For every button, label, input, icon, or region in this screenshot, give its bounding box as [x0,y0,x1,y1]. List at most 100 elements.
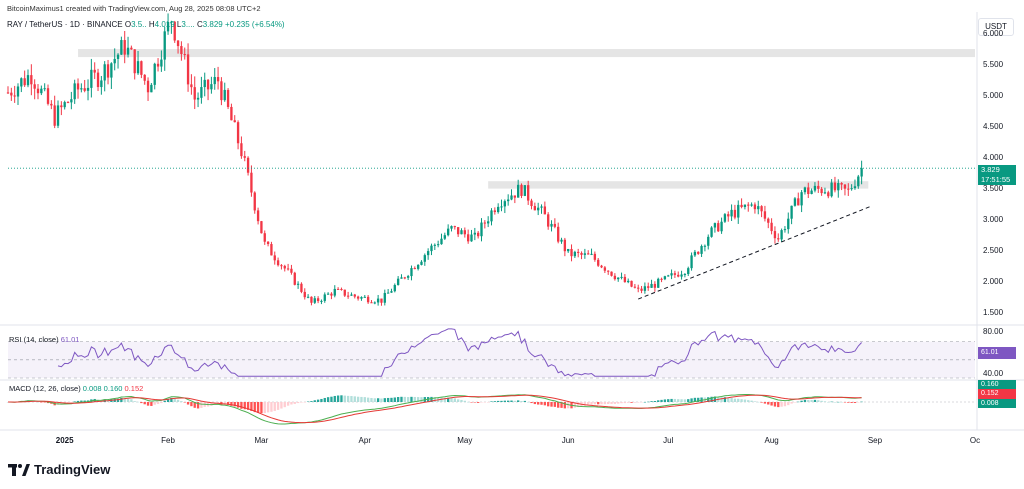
candle-body [427,251,429,255]
candle-body [377,299,379,303]
close-value: 3.829 [203,20,223,29]
rsi-title: RSI (14, close) [9,335,59,344]
time-tick: May [457,436,472,445]
macd-histogram-bar [860,402,862,403]
candle-body [450,226,452,229]
candle-body [367,297,369,302]
candle-body [227,90,229,107]
candle-body [67,102,69,103]
macd-histogram-bar [660,400,662,402]
candle-body [257,210,259,221]
macd-histogram-bar [740,399,742,402]
macd-histogram-bar [510,401,512,402]
candle-body [557,227,559,242]
candle-body [737,205,739,218]
macd-histogram-bar [787,402,789,405]
macd-histogram-bar [784,402,786,406]
time-tick: Feb [161,436,175,445]
macd-histogram-bar [530,402,532,403]
macd-hist-value: 0.008 [83,384,102,393]
macd-histogram-bar [40,402,42,403]
candle-body [850,188,852,189]
candle-body [54,105,56,125]
rsi-legend-value: 61.01 [61,335,80,344]
macd-histogram-bar [390,398,392,402]
candle-body [187,54,189,84]
candle-body [80,88,82,89]
candle-body [684,274,686,275]
candle-body [547,214,549,226]
candle-body [830,183,832,197]
time-tick: Oc [970,436,980,445]
candle-body [337,289,339,290]
macd-line-value: 0.160 [104,384,123,393]
candle-body [767,219,769,223]
macd-histogram-bar [397,397,399,402]
candle-body [270,244,272,255]
time-tick: Jul [663,436,673,445]
candle-body [310,297,312,303]
candle-body [290,269,292,273]
candle-body [104,64,106,80]
macd-histogram-bar [600,402,602,404]
macd-histogram-bar [310,401,312,402]
candle-body [284,266,286,269]
macd-histogram-bar [137,402,139,403]
macd-histogram-bar [744,400,746,402]
macd-histogram-bar [507,401,509,402]
candle-body [540,206,542,207]
macd-histogram-bar [374,398,376,402]
macd-histogram-bar [277,402,279,410]
candle-body [114,59,116,63]
candle-body [734,210,736,218]
macd-histogram-bar [74,401,76,402]
change-value: +0.235 (+6.54%) [225,20,285,29]
macd-histogram-bar [280,402,282,409]
candle-body [677,275,679,277]
macd-histogram-bar [410,397,412,402]
macd-histogram-bar [650,401,652,402]
candle-body [827,192,829,196]
macd-histogram-bar [457,399,459,402]
macd-histogram-bar [760,402,762,403]
macd-histogram-bar [564,402,566,408]
macd-histogram-bar [350,396,352,402]
candle-body [797,198,799,205]
candle-body [14,95,16,96]
candle-body [330,294,332,296]
macd-histogram-bar [370,398,372,402]
candle-body [244,156,246,158]
candle-body [837,183,839,190]
macd-histogram-bar [754,401,756,402]
candle-body [390,291,392,292]
macd-histogram-bar [684,399,686,402]
candle-body [77,83,79,89]
macd-histogram-bar [264,402,266,413]
candle-body [440,239,442,244]
candle-body [777,238,779,239]
candle-body [717,223,719,231]
macd-histogram-bar [70,402,72,403]
macd-histogram-bar [554,402,556,407]
macd-histogram-bar [844,402,846,403]
macd-histogram-bar [177,400,179,402]
macd-histogram-bar [547,402,549,406]
macd-histogram-bar [497,401,499,402]
macd-histogram-bar [367,398,369,402]
candle-body [754,204,756,209]
macd-histogram-bar [817,400,819,402]
candle-body [324,294,326,300]
candle-body [457,227,459,234]
candle-body [370,302,372,303]
time-tick: Mar [255,436,269,445]
candle-body [144,75,146,81]
candle-body [757,206,759,209]
candle-body [650,284,652,288]
macd-histogram-bar [494,401,496,402]
candle-body [437,244,439,245]
candle-body [64,102,66,107]
candle-body [20,78,22,86]
macd-histogram-bar [524,401,526,402]
candle-body [544,206,546,214]
